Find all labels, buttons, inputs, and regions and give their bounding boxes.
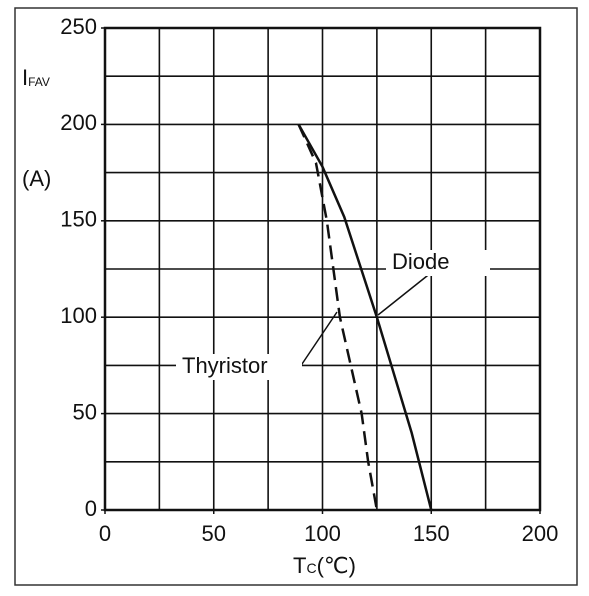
x-axis-symbol: T [293,553,306,578]
leader-line [299,311,338,368]
y-tick-label: 250 [60,14,97,39]
y-tick-label: 0 [85,496,97,521]
y-axis-label: IFAV [22,65,50,90]
x-tick-label: 150 [413,521,450,546]
leader-line [377,271,433,316]
outer-frame [14,7,578,586]
x-tick-label: 0 [99,521,111,546]
label-bg [176,354,302,380]
label-bg [386,250,490,276]
y-axis-unit: (A) [22,166,51,191]
series-line [297,123,379,511]
series-line [297,123,433,511]
x-tick-label: 50 [202,521,226,546]
y-tick-label: 150 [60,207,97,232]
x-tick-label: 200 [522,521,559,546]
x-tick-label: 100 [304,521,341,546]
y-axis-symbol: I [22,65,28,90]
x-axis-label: TC(℃) [293,553,356,578]
series-annotation: Diode [392,249,449,274]
y-tick-label: 50 [73,399,97,424]
x-axis-unit: (℃) [317,553,356,578]
y-axis-subscript: FAV [28,75,50,89]
series-annotation: Thyristor [182,353,268,378]
y-tick-label: 100 [60,303,97,328]
x-axis-subscript: C [306,560,316,576]
y-tick-label: 200 [60,110,97,135]
